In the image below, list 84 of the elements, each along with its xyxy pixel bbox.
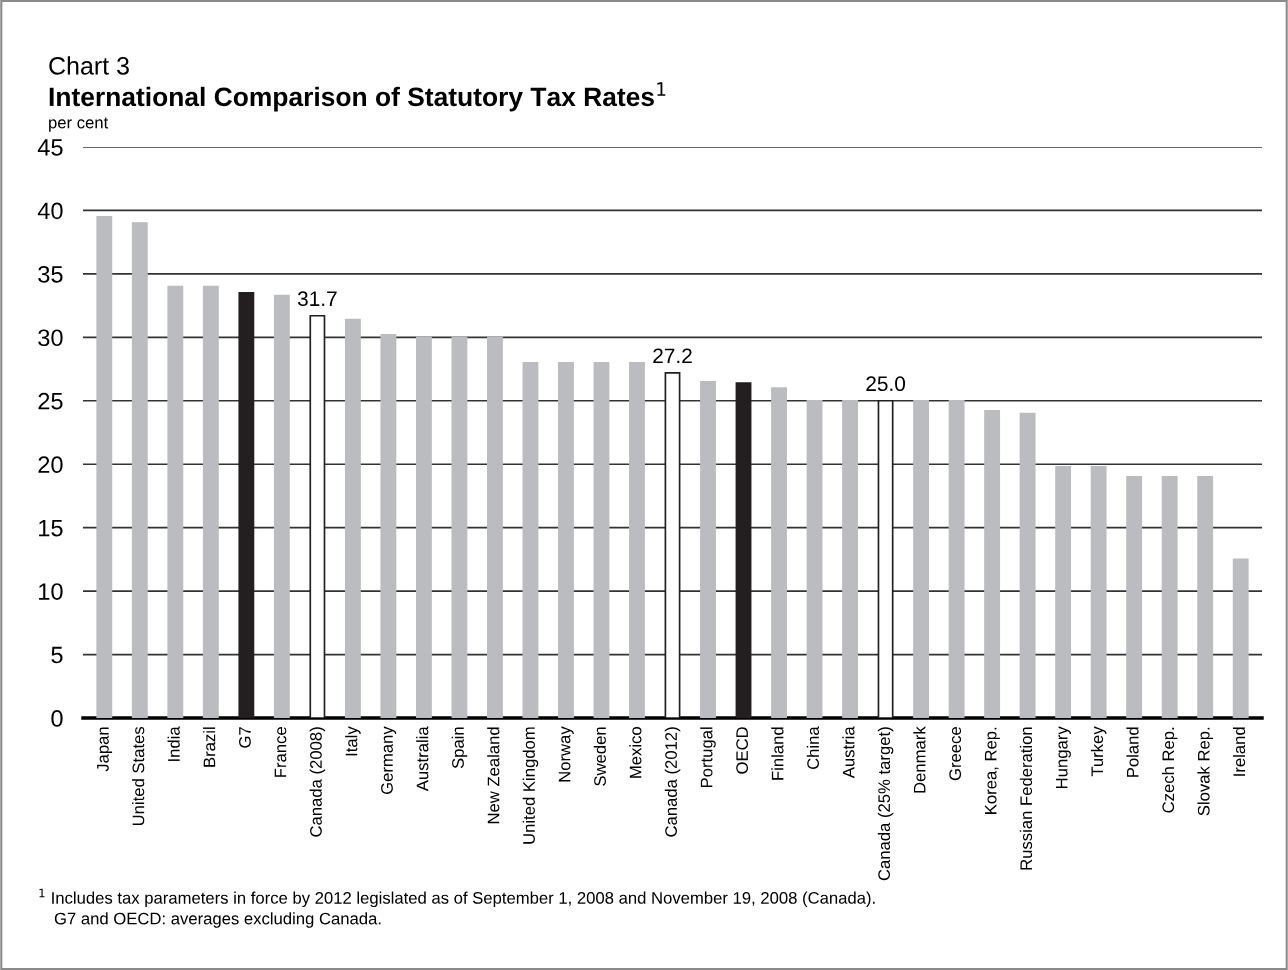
bar bbox=[984, 410, 1001, 718]
y-tick-label: 10 bbox=[39, 583, 63, 600]
bar bbox=[1161, 476, 1178, 718]
bar bbox=[1055, 465, 1072, 718]
data-label: 27.2 bbox=[653, 348, 692, 363]
bar bbox=[309, 314, 326, 718]
x-tick-label: Japan bbox=[97, 727, 113, 772]
bar bbox=[913, 399, 930, 718]
y-tick-label: 45 bbox=[37, 139, 63, 156]
x-tick-label: OECD bbox=[736, 727, 748, 774]
bar bbox=[202, 285, 219, 718]
bar bbox=[629, 361, 645, 718]
text: $^{1}$ Includes tax parameters in force by 2012 legislated as of September 1, 2008 and November 19, 2008 (Canada). bbox=[39, 888, 875, 908]
chart-subtitle: Chart 3 bbox=[49, 56, 129, 75]
y-tick-label: 35 bbox=[38, 265, 63, 283]
x-tick-label: France bbox=[274, 727, 287, 777]
bar bbox=[771, 387, 787, 718]
bar bbox=[1126, 476, 1143, 718]
bar bbox=[1232, 558, 1249, 718]
data-label: 31.7 bbox=[297, 291, 337, 307]
x-tick-label: Norway bbox=[558, 726, 574, 782]
x-tick-label: G7 bbox=[239, 727, 251, 748]
x-tick-label: Austria bbox=[842, 726, 855, 779]
bar bbox=[1019, 412, 1036, 718]
x-tick-label: Finland bbox=[771, 727, 784, 780]
x-tick-label: Canada (2008) bbox=[309, 727, 326, 837]
bar bbox=[806, 399, 823, 718]
bar bbox=[96, 215, 113, 718]
x-tick-label: Portugal bbox=[700, 727, 716, 788]
bar bbox=[451, 336, 468, 718]
bar bbox=[344, 318, 361, 718]
x-tick-label: Canada (25% target) bbox=[877, 727, 894, 881]
chart-title: International Comparison of Statutory Tax Rates$^{1}$ bbox=[49, 82, 666, 112]
x-tick-label: Ireland bbox=[1232, 727, 1246, 776]
x-tick-label: Italy bbox=[345, 726, 361, 756]
bar bbox=[877, 399, 894, 718]
y-tick-label: 30 bbox=[38, 329, 63, 347]
x-tick-label: Turkey bbox=[1090, 726, 1107, 777]
y-tick-label: 5 bbox=[51, 646, 63, 664]
bar bbox=[558, 361, 574, 718]
x-tick-label: Poland bbox=[1126, 727, 1139, 777]
x-tick-label: Germany bbox=[381, 726, 397, 795]
x-tick-label: Greece bbox=[949, 727, 962, 781]
bar bbox=[415, 336, 432, 718]
x-tick-label: Czech Rep. bbox=[1161, 727, 1178, 813]
bar bbox=[1197, 476, 1214, 718]
x-tick-label: Korea, Rep. bbox=[984, 727, 1000, 814]
bar bbox=[131, 222, 148, 718]
x-tick-label: Russian Federation bbox=[1019, 727, 1033, 870]
x-tick-label: Slovak Rep. bbox=[1197, 727, 1213, 816]
x-tick-label: Sweden bbox=[593, 727, 606, 786]
bar bbox=[593, 361, 610, 718]
x-tick-label: India bbox=[167, 726, 180, 761]
bar bbox=[948, 399, 965, 718]
bar bbox=[273, 294, 290, 718]
bar bbox=[664, 372, 681, 718]
y-tick-label: 40 bbox=[37, 202, 63, 220]
bar bbox=[735, 382, 752, 718]
x-tick-label: Spain bbox=[451, 727, 468, 769]
y-tick-label: 25 bbox=[38, 392, 63, 410]
bar bbox=[1090, 465, 1107, 718]
x-tick-label: Canada (2012) bbox=[664, 727, 681, 837]
y-tick-label: 20 bbox=[38, 456, 63, 474]
y-tick-label: 15 bbox=[39, 519, 63, 537]
x-tick-label: New Zealand bbox=[487, 727, 500, 824]
x-tick-label: Brazil bbox=[203, 727, 216, 767]
bar bbox=[167, 285, 184, 718]
bar bbox=[238, 292, 255, 718]
bar bbox=[842, 399, 858, 718]
bar bbox=[487, 336, 503, 718]
x-tick-label: China bbox=[806, 726, 820, 770]
text: G7 and OECD: averages excluding Canada. bbox=[54, 912, 381, 928]
data-label: 25.0 bbox=[866, 376, 906, 392]
x-tick-label: Hungary bbox=[1055, 726, 1071, 788]
bar bbox=[700, 380, 716, 718]
y-tick-label: 0 bbox=[51, 710, 63, 727]
x-tick-label: Mexico bbox=[629, 727, 642, 778]
x-tick-label: Australia bbox=[416, 726, 429, 792]
x-tick-label: Denmark bbox=[913, 726, 926, 793]
x-tick-label: United Kingdom bbox=[522, 727, 539, 844]
bar bbox=[522, 361, 539, 718]
x-tick-label: United States bbox=[132, 726, 145, 826]
bar bbox=[380, 333, 397, 718]
y-axis-title: per cent bbox=[49, 117, 109, 132]
